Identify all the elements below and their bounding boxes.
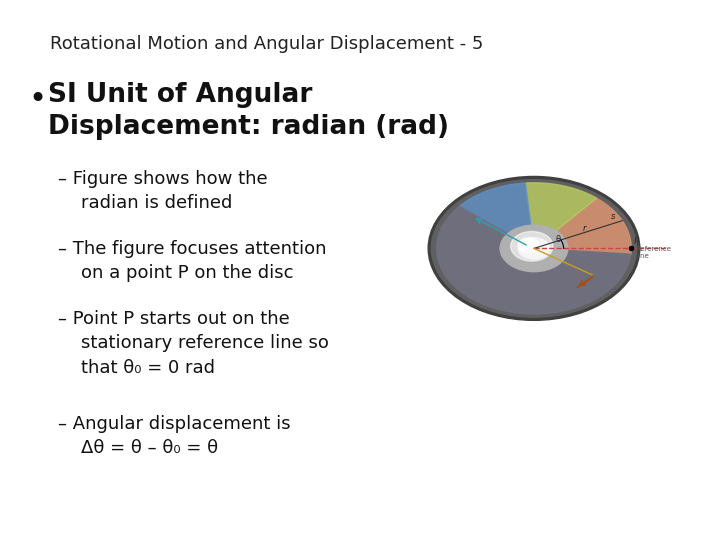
Ellipse shape — [431, 180, 636, 317]
Text: θ: θ — [555, 235, 560, 244]
Ellipse shape — [428, 177, 640, 320]
Text: – The figure focuses attention
    on a point P on the disc: – The figure focuses attention on a poin… — [58, 240, 326, 282]
Text: – Point P starts out on the
    stationary reference line so
    that θ₀ = 0 rad: – Point P starts out on the stationary r… — [58, 310, 329, 376]
Text: – Figure shows how the
    radian is defined: – Figure shows how the radian is defined — [58, 170, 268, 212]
Polygon shape — [436, 206, 631, 314]
Ellipse shape — [500, 225, 568, 272]
Text: Rotational Motion and Angular Displacement - 5: Rotational Motion and Angular Displaceme… — [50, 35, 483, 53]
Polygon shape — [526, 183, 597, 248]
Ellipse shape — [518, 238, 550, 259]
Text: Reference
line: Reference line — [636, 246, 672, 259]
Text: •: • — [28, 85, 46, 114]
Text: P: P — [634, 237, 639, 246]
Text: s: s — [611, 212, 616, 221]
Polygon shape — [459, 183, 534, 248]
Ellipse shape — [518, 238, 539, 253]
Text: r: r — [582, 225, 586, 233]
Ellipse shape — [510, 232, 553, 261]
Text: SI Unit of Angular
Displacement: radian (rad): SI Unit of Angular Displacement: radian … — [48, 82, 449, 140]
Polygon shape — [534, 198, 631, 254]
Text: – Angular displacement is
    Δθ = θ – θ₀ = θ: – Angular displacement is Δθ = θ – θ₀ = … — [58, 415, 291, 457]
